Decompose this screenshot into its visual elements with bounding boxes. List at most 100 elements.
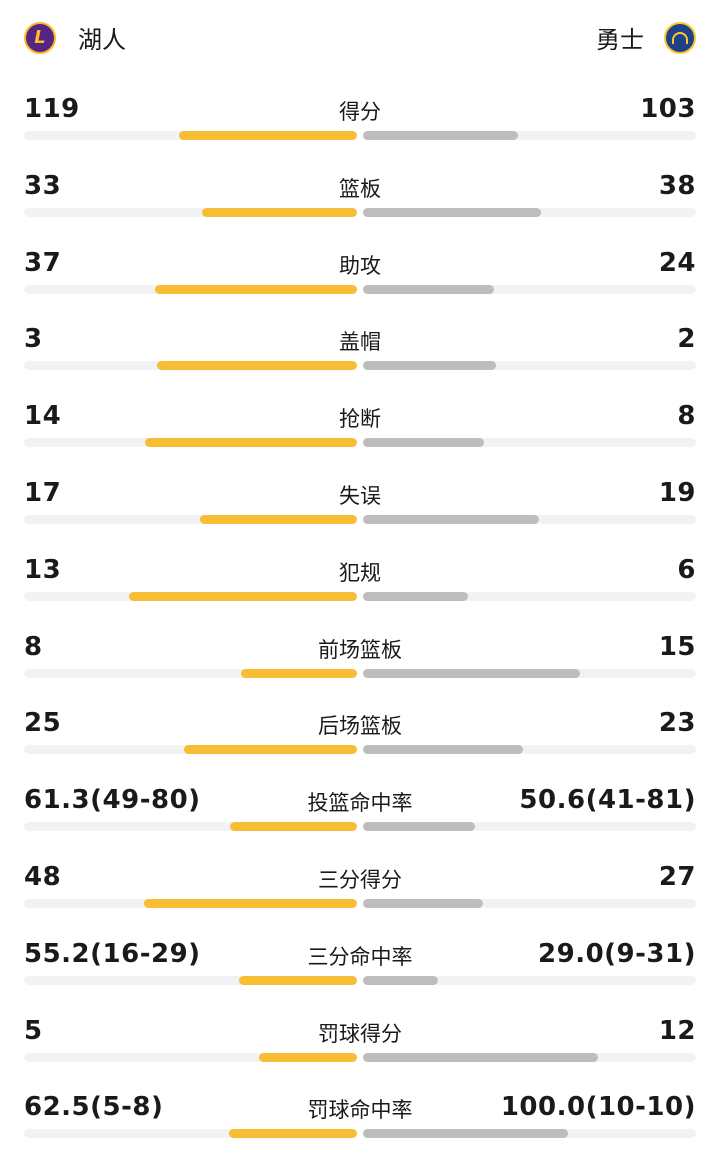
home-bar-track <box>24 745 357 755</box>
home-bar-track <box>24 1052 357 1062</box>
away-stat-bar <box>363 975 438 985</box>
stat-label: 后场篮板 <box>318 714 402 739</box>
home-stat-bar <box>144 898 357 908</box>
away-stat-bar <box>363 131 518 140</box>
away-stat-value: 23 <box>658 708 696 739</box>
away-bar-track <box>363 361 696 371</box>
away-stat-bar <box>363 591 468 601</box>
home-bar-track <box>24 131 357 140</box>
home-team-name: 湖人 <box>78 26 126 54</box>
away-bar-track <box>363 131 696 140</box>
away-stat-bar <box>363 284 494 294</box>
away-stat-bar <box>363 1129 568 1139</box>
home-stat-bar <box>229 1129 357 1139</box>
away-stat-value: 2 <box>677 324 696 355</box>
away-stat-bar <box>363 898 483 908</box>
home-stat-value: 55.2(16-29) <box>24 938 201 969</box>
stat-row: 37 助攻 24 <box>0 242 720 319</box>
stat-label: 犯规 <box>339 560 381 585</box>
home-stat-value: 13 <box>24 554 62 585</box>
away-stat-bar <box>363 668 580 678</box>
stat-row: 119 得分 103 <box>0 88 720 165</box>
away-stat-bar <box>363 207 541 217</box>
home-stat-bar <box>184 745 357 755</box>
away-stat-value: 24 <box>658 247 696 278</box>
home-stat-bar <box>145 438 357 448</box>
home-stat-value: 14 <box>24 401 62 432</box>
home-stat-bar <box>200 514 357 524</box>
home-bar-track <box>24 975 357 985</box>
team-header: 湖人 勇士 <box>0 0 720 78</box>
stat-row: 3 盖帽 2 <box>0 318 720 395</box>
stat-label: 篮板 <box>339 176 381 201</box>
stat-row: 55.2(16-29) 三分命中率 29.0(9-31) <box>0 933 720 1010</box>
stat-label: 投篮命中率 <box>307 791 413 816</box>
home-stat-value: 61.3(49-80) <box>24 785 201 816</box>
home-stat-bar <box>259 1052 357 1062</box>
away-bar-track <box>363 975 696 985</box>
home-bar-track <box>24 822 357 832</box>
home-bar-track <box>24 284 357 294</box>
home-stat-bar <box>179 131 357 140</box>
home-stat-value: 37 <box>24 247 62 278</box>
away-stat-value: 15 <box>658 631 696 662</box>
stats-comparison-list: 119 得分 103 33 篮板 38 37 助攻 24 3 盖帽 2 14 抢断 8 17 失误 19 13 犯规 6… <box>0 88 720 1163</box>
away-stat-value: 19 <box>658 477 696 508</box>
home-stat-value: 5 <box>24 1015 43 1046</box>
away-stat-bar <box>363 822 475 832</box>
away-bar-track <box>363 898 696 908</box>
stat-label: 助攻 <box>339 253 381 278</box>
away-stat-value: 27 <box>658 861 696 892</box>
warriors-logo-icon <box>664 21 696 54</box>
away-stat-value: 8 <box>677 401 696 432</box>
away-bar-track <box>363 1129 696 1139</box>
away-stat-bar <box>363 745 523 755</box>
lakers-logo-icon <box>24 21 56 54</box>
stat-row: 13 犯规 6 <box>0 549 720 626</box>
away-bar-track <box>363 822 696 832</box>
home-bar-track <box>24 438 357 448</box>
away-team[interactable]: 勇士 <box>596 20 696 55</box>
stat-label: 罚球得分 <box>318 1021 402 1046</box>
stat-label: 抢断 <box>339 407 381 432</box>
home-stat-bar <box>202 207 357 217</box>
away-stat-bar <box>363 361 496 371</box>
home-team[interactable]: 湖人 <box>24 20 126 55</box>
home-stat-value: 17 <box>24 477 62 508</box>
away-bar-track <box>363 438 696 448</box>
stat-label: 罚球命中率 <box>307 1098 413 1123</box>
home-bar-track <box>24 514 357 524</box>
home-stat-bar <box>129 591 357 601</box>
home-stat-bar <box>241 668 357 678</box>
stat-row: 33 篮板 38 <box>0 165 720 242</box>
away-stat-value: 103 <box>640 94 696 124</box>
home-stat-value: 48 <box>24 861 62 892</box>
away-stat-bar <box>363 514 539 524</box>
stat-row: 62.5(5-8) 罚球命中率 100.0(10-10) <box>0 1086 720 1163</box>
home-stat-value: 8 <box>24 631 43 662</box>
away-stat-value: 100.0(10-10) <box>500 1092 696 1123</box>
stat-label: 前场篮板 <box>318 637 402 662</box>
home-stat-bar <box>230 822 357 832</box>
stat-row: 5 罚球得分 12 <box>0 1010 720 1087</box>
away-bar-track <box>363 745 696 755</box>
away-bar-track <box>363 514 696 524</box>
home-stat-value: 62.5(5-8) <box>24 1092 164 1123</box>
stat-row: 25 后场篮板 23 <box>0 702 720 779</box>
home-bar-track <box>24 207 357 217</box>
away-stat-value: 6 <box>677 554 696 585</box>
away-bar-track <box>363 1052 696 1062</box>
home-stat-value: 3 <box>24 324 43 355</box>
home-stat-value: 119 <box>24 94 80 124</box>
away-stat-bar <box>363 1052 598 1062</box>
away-stat-value: 12 <box>658 1015 696 1046</box>
stat-row: 17 失误 19 <box>0 472 720 549</box>
away-stat-value: 38 <box>658 170 696 201</box>
home-stat-value: 33 <box>24 170 62 201</box>
home-bar-track <box>24 1129 357 1139</box>
stat-row: 14 抢断 8 <box>0 395 720 472</box>
away-team-name: 勇士 <box>596 26 644 54</box>
stat-label: 失误 <box>339 483 381 508</box>
away-stat-value: 29.0(9-31) <box>538 938 696 969</box>
away-bar-track <box>363 591 696 601</box>
